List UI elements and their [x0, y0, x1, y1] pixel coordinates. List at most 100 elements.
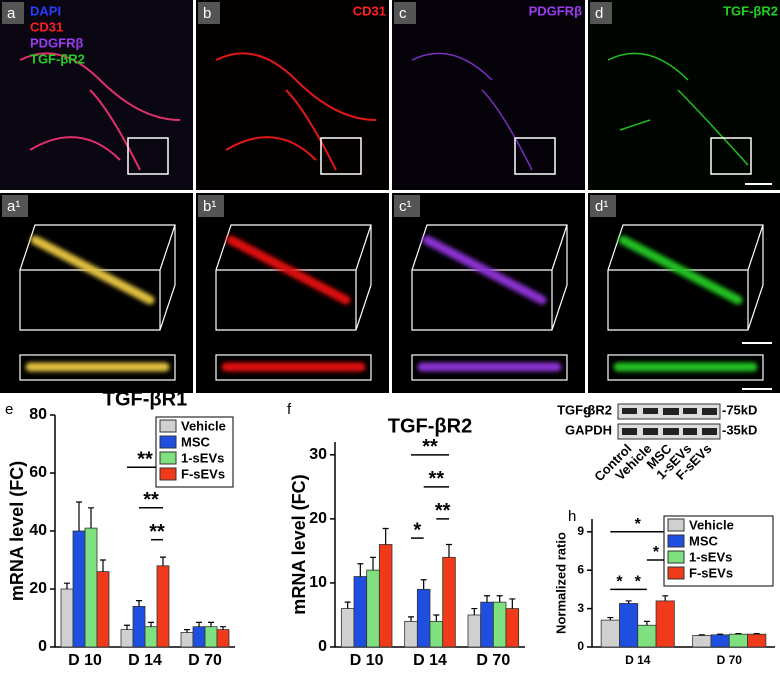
channel-label: PDGFRβ — [529, 3, 583, 18]
error-bar — [382, 527, 389, 545]
blot-row: GAPDH — [565, 422, 612, 437]
bar — [710, 634, 730, 648]
bar — [120, 629, 134, 648]
significance-label: ** — [422, 436, 438, 458]
bar — [442, 556, 456, 648]
error-bar — [344, 601, 351, 609]
legend-swatch — [667, 518, 685, 532]
legend-swatch — [667, 550, 685, 564]
error-bar — [220, 626, 226, 630]
y-tick-label: 0 — [318, 638, 327, 655]
y-axis-label: mRNA level (FC) — [289, 474, 309, 614]
panel-letter: g — [583, 402, 592, 418]
error-bar — [662, 595, 669, 601]
bar — [132, 606, 146, 648]
error-bar — [208, 621, 214, 627]
x-tick-label: D 14 — [128, 652, 162, 669]
y-tick-label: 20 — [29, 580, 47, 597]
error-bar — [643, 620, 650, 626]
error-bar — [64, 582, 70, 589]
bar — [692, 635, 712, 648]
bar — [353, 576, 368, 648]
x-tick-label: D 70 — [188, 652, 222, 669]
significance-label: * — [635, 574, 642, 591]
error-bar — [420, 579, 427, 590]
y-axis-label: mRNA level (FC) — [7, 461, 27, 601]
x-tick-label: D 14 — [413, 652, 447, 669]
panel-label: c¹ — [399, 198, 412, 215]
blot-size: -35kD — [722, 422, 757, 437]
bar — [747, 633, 767, 648]
label-badge — [394, 195, 420, 217]
bar — [404, 620, 418, 648]
channel-label: CD31 — [353, 3, 386, 18]
y-tick-label: 0 — [38, 638, 47, 655]
error-bar — [184, 629, 190, 633]
channel-label: DAPI — [30, 3, 61, 18]
panel-label: a¹ — [7, 198, 20, 215]
bar — [492, 601, 507, 648]
panel-label: b — [203, 5, 211, 22]
legend-label: MSC — [689, 533, 719, 548]
label-badge — [2, 195, 28, 217]
bar — [96, 571, 110, 648]
x-tick-label: D 10 — [68, 652, 102, 669]
error-bar — [509, 598, 516, 609]
channel-label: CD31 — [30, 19, 63, 34]
bar — [416, 588, 431, 648]
bar — [429, 620, 444, 648]
error-bar — [100, 559, 106, 572]
panel-letter: h — [568, 508, 576, 525]
error-bar — [717, 633, 724, 635]
error-bar — [484, 595, 490, 603]
bar — [192, 626, 206, 648]
bar — [216, 629, 230, 648]
error-bar — [160, 556, 166, 566]
significance-label: * — [653, 544, 660, 561]
panel-label: d¹ — [595, 198, 608, 215]
legend-label: F-sEVs — [181, 466, 225, 481]
error-bar — [496, 595, 503, 603]
legend-swatch — [159, 435, 177, 449]
micrographs — [0, 0, 780, 393]
channel-label: TGF-βR2 — [30, 51, 85, 66]
channel-label: TGF-βR2 — [723, 3, 778, 18]
legend-label: F-sEVs — [689, 565, 733, 580]
error-bar — [124, 624, 130, 630]
bar — [84, 527, 98, 648]
panel-letter: f — [287, 401, 292, 418]
label-badge — [590, 195, 616, 217]
label-badge — [198, 195, 224, 217]
legend-swatch — [667, 566, 685, 580]
significance-label: ** — [137, 448, 153, 470]
panel-letter: e — [5, 401, 13, 418]
bar — [505, 608, 520, 648]
y-tick-label: 60 — [29, 464, 47, 481]
significance-label: * — [635, 516, 642, 533]
western-blot: g TGF-βR2 GAPDH -75kD -35kD — [557, 402, 757, 440]
y-tick-label: 20 — [309, 510, 327, 527]
error-bar — [607, 616, 614, 621]
significance-label: ** — [143, 489, 159, 511]
legend-swatch — [159, 451, 177, 465]
error-bar — [357, 563, 364, 577]
bar — [60, 588, 74, 648]
panel-label: a — [7, 5, 16, 22]
legend-label: MSC — [181, 434, 211, 449]
significance-label: ** — [149, 521, 165, 543]
label-badge — [590, 2, 612, 24]
panel-label: b¹ — [203, 198, 216, 215]
x-tick-label: D 70 — [717, 653, 743, 667]
error-bar — [446, 543, 452, 558]
y-tick-label: 6 — [577, 562, 584, 576]
y-tick-label: 10 — [309, 574, 327, 591]
panel-label: c — [399, 5, 407, 22]
x-tick-label: D 10 — [350, 652, 384, 669]
significance-label: ** — [429, 468, 445, 490]
significance-label: * — [616, 574, 623, 591]
blot-size: -75kD — [722, 402, 757, 417]
y-tick-label: 3 — [577, 601, 584, 615]
error-bar — [433, 614, 440, 622]
